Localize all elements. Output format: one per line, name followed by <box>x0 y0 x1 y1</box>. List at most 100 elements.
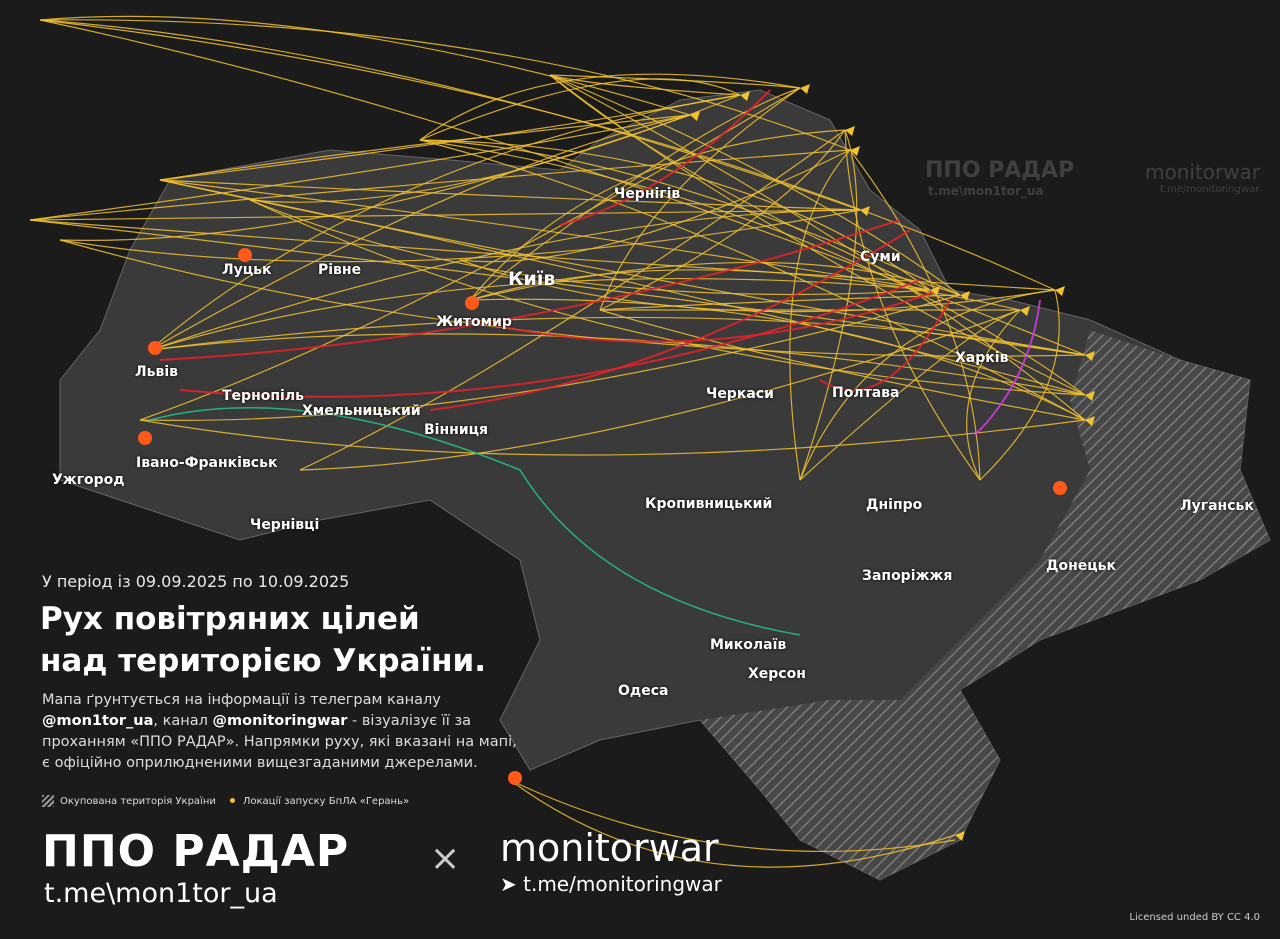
hatch-icon <box>42 795 54 807</box>
legend-occupied: Окупована територія України <box>42 795 216 807</box>
drone-route <box>159 179 1086 396</box>
drone-route <box>419 78 741 141</box>
occupied-territory <box>700 330 1270 880</box>
drone-route <box>139 419 1086 456</box>
drone-route <box>39 19 851 151</box>
city-label: Рівне <box>318 262 362 278</box>
launch-marker-icon <box>690 111 700 121</box>
launch-marker-icon <box>955 831 965 841</box>
drone-route <box>149 333 1086 396</box>
missile-route <box>429 229 911 411</box>
city-label: Львів <box>135 364 178 380</box>
drone-route <box>39 19 1056 291</box>
description: Мапа ґрунтується на інформації із телегр… <box>42 690 522 774</box>
watermark-mw: monitorwar <box>1145 160 1261 184</box>
handle-monitoringwar[interactable]: @monitoringwar <box>212 713 348 729</box>
city-label: Харків <box>955 350 1009 366</box>
drone-route <box>419 139 961 296</box>
city-label: Суми <box>860 249 901 265</box>
collab-x: × <box>430 838 461 879</box>
legend-launch: Локації запуску БпЛА «Герань» <box>229 796 409 807</box>
city-label: Тернопіль <box>222 388 304 404</box>
drone-route <box>139 294 961 421</box>
city-label: Чернігів <box>614 186 681 202</box>
city-label: Запоріжжя <box>862 568 953 584</box>
city-label: Житомир <box>436 314 512 330</box>
markers <box>138 84 1095 841</box>
drone-route <box>599 87 801 311</box>
city-label: Чернівці <box>250 517 320 533</box>
page-title: Рух повітряних цілей над територією Украї… <box>40 598 486 682</box>
city-label: Донецьк <box>1046 558 1116 574</box>
drone-route <box>159 94 741 181</box>
green-route <box>149 406 801 636</box>
city-label: Луцьк <box>222 262 272 278</box>
desc-text: - візуалізує її за проханням «ППО РАДАР»… <box>42 713 517 771</box>
drone-route <box>299 129 846 471</box>
city-label: Дніпро <box>866 497 923 513</box>
drone-route <box>799 309 1021 481</box>
explosion-icon <box>148 341 162 355</box>
city-label: Вінниця <box>424 422 488 438</box>
monitorwar-link-text: t.me/monitoringwar <box>523 872 722 896</box>
title-line-2: над територією України. <box>40 643 487 679</box>
watermark-ppo-link: t.me\mon1tor_ua <box>928 184 1044 198</box>
drone-route <box>59 239 1086 357</box>
explosion-icon <box>465 296 479 310</box>
drone-route <box>509 779 956 868</box>
explosion-icon <box>238 248 252 262</box>
legend: Окупована територія України Локації запу… <box>42 795 409 807</box>
city-label: Хмельницький <box>302 403 421 419</box>
legend-occupied-label: Окупована територія України <box>60 796 216 807</box>
launch-marker-icon <box>1055 286 1065 296</box>
city-label: Київ <box>508 268 556 290</box>
ppo-radar-link[interactable]: t.me\mon1tor_ua <box>44 878 278 909</box>
watermark-mw-link: t.me/monitoringwar <box>1160 184 1260 195</box>
missile-route <box>159 219 901 361</box>
drone-route <box>599 294 961 311</box>
drone-route <box>459 149 851 263</box>
drone-route <box>799 289 1056 481</box>
launch-marker-icon <box>930 286 940 296</box>
drone-route <box>149 316 1086 356</box>
drone-route <box>789 149 851 481</box>
drone-route <box>469 269 1021 311</box>
drone-route <box>149 94 741 351</box>
launch-marker-icon <box>800 84 810 94</box>
drone-route <box>799 129 858 481</box>
drone-route <box>149 277 931 351</box>
launch-marker-icon <box>740 91 750 101</box>
launch-marker-icon <box>850 146 860 156</box>
drone-route <box>39 19 861 211</box>
drone-route <box>549 74 1086 421</box>
drone-route <box>844 129 981 481</box>
drone-route <box>59 209 861 263</box>
watermark-ppo: ППО РАДАР <box>925 158 1075 183</box>
drone-route <box>966 309 1021 481</box>
city-label: Полтава <box>832 385 900 401</box>
handle-mon1tor[interactable]: @mon1tor_ua <box>42 713 154 729</box>
ppo-radar-logo: ППО РАДАР <box>42 826 350 877</box>
monitorwar-link[interactable]: ➤ t.me/monitoringwar <box>500 872 722 896</box>
desc-text: Мапа ґрунтується на інформації із телегр… <box>42 692 441 708</box>
monitorwar-logo: monitorwar <box>500 826 719 870</box>
explosion-icon <box>508 771 522 785</box>
drone-route <box>149 114 691 351</box>
drone-route <box>549 74 931 291</box>
period: У період із 09.09.2025 по 10.09.2025 <box>42 572 350 591</box>
drone-route <box>549 74 741 96</box>
drone-route <box>459 259 1056 313</box>
missile-route <box>559 89 771 226</box>
city-label: Миколаїв <box>710 637 787 653</box>
drone-route <box>39 19 1086 356</box>
drone-route <box>599 309 1086 421</box>
license: Licensed unded BY CC 4.0 <box>1129 912 1260 923</box>
flight-routes <box>29 15 1086 868</box>
launch-marker-icon <box>845 126 855 136</box>
missile-route <box>469 289 941 343</box>
drone-route <box>549 74 961 296</box>
drone-route <box>29 209 861 221</box>
drone-route <box>419 139 1086 421</box>
title-line-1: Рух повітряних цілей <box>40 601 420 637</box>
